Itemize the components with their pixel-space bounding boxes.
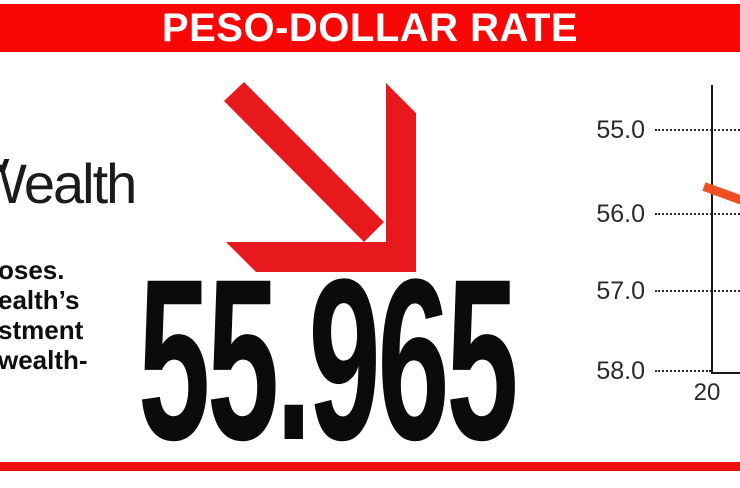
y-axis-tick-58: 58.0 — [596, 357, 645, 385]
y-axis-tick-55: 55.0 — [596, 116, 645, 144]
y-axis-tick-57: 57.0 — [596, 277, 645, 305]
gridline-55 — [655, 129, 740, 131]
sponsor-text-line: oses. — [0, 255, 65, 285]
gridline-56 — [655, 213, 740, 215]
bottom-rule — [0, 462, 740, 471]
sponsor-logo-text: Wealth — [0, 152, 137, 215]
y-axis-line — [711, 85, 713, 373]
sponsor-text-line: ealth’s — [0, 285, 80, 315]
sponsor-text-line: stment — [0, 315, 84, 345]
sponsor-text-block: oses. ealth’s stment wealth- — [0, 255, 88, 375]
rate-value: 55.965 — [138, 231, 519, 488]
x-axis-line — [711, 372, 740, 374]
x-axis-tick-20: 20 — [693, 379, 721, 406]
gridline-58 — [655, 370, 711, 372]
y-axis-tick-56: 56.0 — [596, 200, 645, 228]
banner-title: PESO-DOLLAR RATE — [161, 5, 579, 50]
banner: PESO-DOLLAR RATE — [0, 4, 740, 52]
sponsor-text-line: wealth- — [0, 345, 88, 375]
gridline-57 — [655, 290, 740, 292]
